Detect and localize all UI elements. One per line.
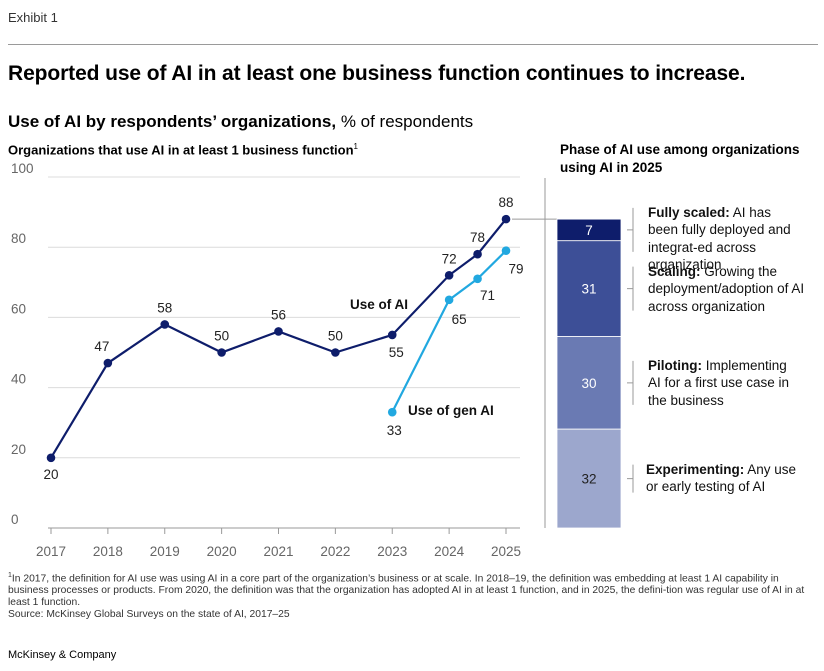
x-tick-label: 2021	[263, 544, 293, 559]
data-point	[160, 320, 170, 329]
phase-label: Fully scaled: AI has been fully deployed…	[648, 204, 798, 274]
phase-label-description: AI has been fully deployed and integrat-…	[648, 204, 791, 273]
footnote-definition-mark: 1	[8, 572, 12, 579]
brand-logo-text: McKinsey & Company	[8, 649, 117, 661]
line-series-use-of-ai	[50, 218, 507, 459]
data-point	[444, 295, 454, 305]
x-tick-label: 2025	[491, 544, 521, 559]
data-label: 71	[480, 288, 495, 303]
phase-label-name: Scaling:	[648, 263, 701, 279]
chart-title: Reported use of AI in at least one busin…	[8, 62, 746, 85]
footnote-source: Source: McKinsey Global Surveys on the s…	[8, 609, 290, 621]
data-label: 55	[389, 345, 404, 360]
data-point	[274, 327, 283, 336]
data-label: 56	[271, 307, 286, 322]
phase-label-description: Implementing AI for a first use case in …	[648, 357, 790, 408]
data-label: 20	[43, 467, 58, 482]
data-point	[444, 270, 454, 280]
data-point	[103, 358, 113, 368]
line-series-use-of-gen-ai	[391, 249, 507, 413]
x-tick-label: 2019	[150, 544, 180, 559]
data-point	[473, 249, 482, 259]
phase-label-description: Growing the deployment/adoption of AI ac…	[648, 263, 805, 314]
phase-label: Piloting: Implementing AI for a first us…	[648, 357, 798, 410]
series-label-use-of-gen-ai: Use of gen AI	[408, 403, 494, 418]
data-label: 88	[498, 195, 513, 210]
data-point	[217, 348, 226, 357]
line-chart-label-text: Organizations that use AI in at least 1 …	[8, 142, 354, 158]
y-tick-label: 60	[11, 301, 26, 316]
segment-value-label: 31	[581, 282, 596, 297]
phase-chart-title: Phase of AI use among organizations usin…	[560, 142, 800, 175]
data-label: 79	[508, 262, 523, 277]
data-label: 72	[442, 251, 457, 266]
y-tick-label: 100	[11, 161, 34, 176]
segment-value-label: 32	[581, 472, 596, 487]
phase-label-name: Experimenting:	[646, 461, 745, 477]
y-tick-label: 0	[11, 512, 19, 527]
data-point	[387, 330, 397, 340]
phase-label-description: Any use or early testing of AI	[646, 461, 797, 495]
segment-value-label: 7	[585, 223, 593, 238]
footnote-definition-text: In 2017, the definition for AI use was u…	[8, 573, 805, 609]
data-point	[473, 274, 482, 284]
segment-bracket	[627, 207, 634, 252]
data-label: 65	[452, 312, 467, 327]
phase-label-name: Piloting:	[648, 357, 702, 373]
segment-value-label: 30	[581, 376, 596, 391]
subtitle-unit: % of respondents	[336, 112, 474, 131]
data-point	[331, 348, 340, 357]
series-label-use-of-ai: Use of AI	[350, 297, 408, 312]
data-point	[501, 214, 511, 224]
data-point	[46, 453, 56, 463]
stacked-bar-segment	[556, 336, 622, 430]
segment-bracket	[627, 360, 634, 405]
stacked-bar-segment	[556, 240, 622, 337]
data-label: 58	[157, 300, 172, 315]
segment-bracket	[627, 464, 634, 493]
data-label: 78	[470, 230, 485, 245]
header-divider	[8, 44, 818, 45]
data-label: 33	[387, 423, 402, 438]
footnote-marker: 1	[353, 142, 358, 151]
phase-label: Experimenting: Any use or early testing …	[646, 461, 806, 496]
x-tick-label: 2017	[36, 544, 66, 559]
data-label: 50	[214, 329, 229, 344]
y-tick-label: 40	[11, 372, 26, 387]
subtitle-bold: Use of AI by respondents’ organizations,	[8, 112, 337, 131]
x-tick-label: 2022	[320, 544, 350, 559]
x-tick-label: 2020	[207, 544, 237, 559]
segment-bracket	[627, 266, 634, 311]
footnote: 1In 2017, the definition for AI use was …	[8, 570, 808, 621]
data-point	[387, 407, 397, 417]
y-tick-label: 80	[11, 231, 26, 246]
phase-label: Scaling: Growing the deployment/adoption…	[648, 263, 808, 316]
data-point	[501, 246, 511, 256]
data-label: 47	[94, 339, 109, 354]
x-tick-label: 2023	[377, 544, 407, 559]
phase-label-name: Fully scaled:	[648, 204, 730, 220]
exhibit-label: Exhibit 1	[8, 10, 58, 25]
line-chart-label: Organizations that use AI in at least 1 …	[8, 142, 358, 157]
x-tick-label: 2024	[434, 544, 465, 559]
x-tick-label: 2018	[93, 544, 123, 559]
y-tick-label: 20	[11, 442, 26, 457]
data-label: 50	[328, 329, 343, 344]
chart-subtitle: Use of AI by respondents’ organizations,…	[8, 112, 473, 132]
stacked-bar-segment	[556, 428, 622, 529]
footnote-definition: 1In 2017, the definition for AI use was …	[8, 570, 808, 609]
